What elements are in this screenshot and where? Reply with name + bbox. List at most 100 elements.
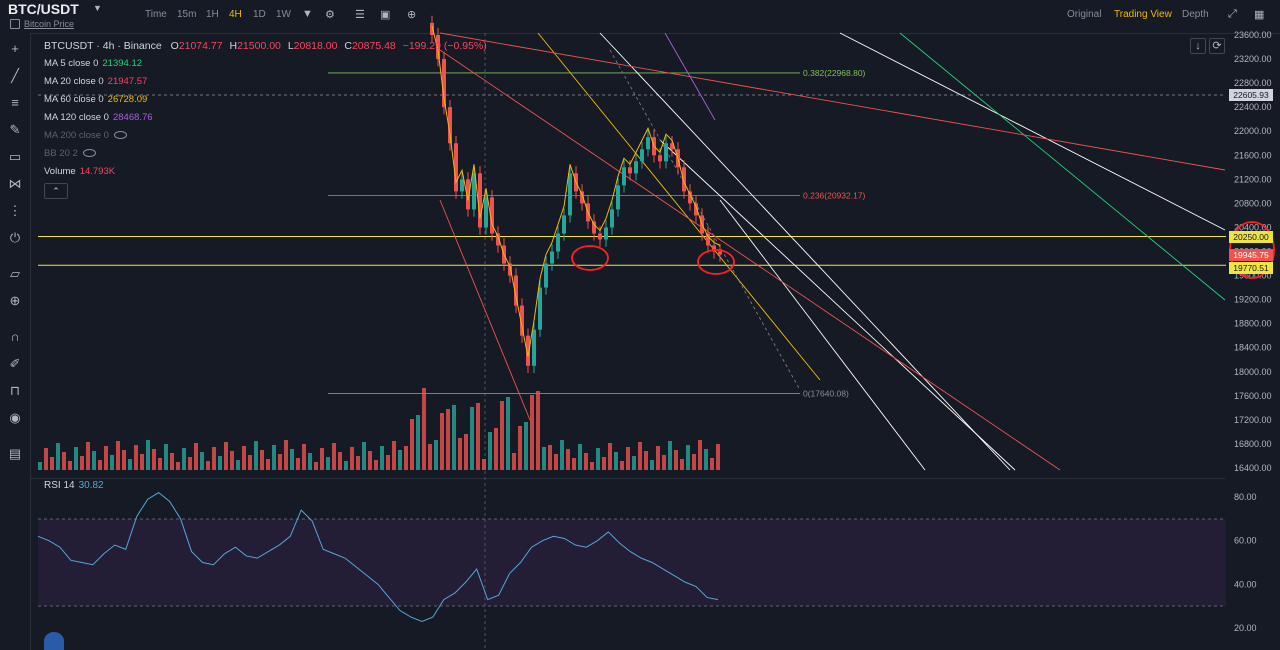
timeframe-1h[interactable]: 1H [206,9,219,20]
grid-icon[interactable]: ▦ [1254,9,1265,21]
view-depth[interactable]: Depth [1182,9,1209,20]
candle-body [526,335,530,366]
volume-bar [152,449,156,470]
volume-bar [692,454,696,470]
refresh-icon[interactable]: ⟳ [1209,38,1225,54]
candle-body [520,305,524,336]
timeframe-time[interactable]: Time [145,9,167,20]
fib-icon[interactable]: ⋮ [8,203,22,218]
pair-dropdown-icon[interactable]: ▼ [93,3,102,13]
bb-legend[interactable]: BB 20 2 [44,148,96,159]
timeframe-1w[interactable]: 1W [276,9,291,20]
hidden-eye-icon[interactable] [113,131,127,140]
volume-bar [350,447,354,470]
candle-body [496,233,500,246]
crosshair-icon[interactable]: + [11,41,19,56]
ma200-legend[interactable]: MA 200 close 0 [44,130,127,141]
candle-body [634,161,638,174]
view-trading-view[interactable]: Trading View [1114,9,1172,20]
volume-bar [362,442,366,470]
power-icon[interactable]: ⏻ [9,230,21,245]
candle-body [598,233,602,240]
volume-bar [416,415,420,470]
ma60-legend[interactable]: MA 60 close 0 26728.09 [44,94,148,105]
open-value: 21074.77 [178,40,223,52]
y-tick-label: 21600.00 [1234,150,1272,160]
volume-bar [542,447,546,470]
candle-body [484,197,488,228]
candle-body [436,35,440,60]
volume-bar [536,391,540,470]
collapse-legend-button[interactable]: ⌃ [44,183,68,199]
candle-body [688,191,692,204]
camera-icon[interactable]: ▣ [380,9,391,21]
timeframe-1d[interactable]: 1D [253,9,266,20]
candle-body [448,107,452,144]
y-tick-label: 16400.00 [1234,463,1272,473]
candle-body [640,149,644,162]
volume-bar [200,452,204,470]
volume-bar [272,445,276,470]
ma20-legend[interactable]: MA 20 close 0 21947.57 [44,76,148,87]
more-timeframes-icon[interactable]: ▼ [302,8,313,20]
volume-bar [716,444,720,470]
text-icon[interactable]: ▭ [8,149,22,164]
y-tick-label: 23200.00 [1234,54,1272,64]
trendline-icon[interactable]: ╱ [11,68,19,83]
volume-bar [50,457,54,470]
volume-bar [704,449,708,470]
volume-bar [560,440,564,470]
chart-settings-icon[interactable]: ☰ [355,9,365,21]
volume-bar [386,455,390,470]
volume-bar [458,438,462,470]
volume-bar [308,453,312,470]
brush-icon[interactable]: ✎ [9,122,21,137]
volume-bar [278,454,282,470]
volume-bar [554,454,558,470]
hidden-eye-icon[interactable] [82,149,96,158]
candle-body [682,167,686,192]
candle-body [454,143,458,192]
y-tick-label: 20400.00 [1234,222,1272,232]
draw-lock-icon[interactable]: ✐ [9,356,21,371]
timeframe-15m[interactable]: 15m [177,9,197,20]
high-label: H [229,40,238,52]
volume-legend[interactable]: Volume 14.793K [44,166,116,177]
ma5-legend[interactable]: MA 5 close 0 21394.12 [44,58,143,69]
volume-bar [602,457,606,470]
candle-body [478,173,482,228]
fullscreen-icon[interactable]: ⤢ [1228,8,1237,20]
zoom-in-icon[interactable]: ⊕ [9,293,21,308]
timeframe-4h[interactable]: 4H [229,9,242,20]
price-label-19770: 19770.51 [1229,262,1273,274]
ma120-legend[interactable]: MA 120 close 0 28468.76 [44,112,153,123]
open-label: O [170,40,179,52]
rsi-tick-label: 40.00 [1234,579,1257,589]
price-label-20250: 20250.00 [1229,231,1273,243]
scroll-down-icon[interactable]: ↓ [1190,38,1206,54]
trash-icon[interactable]: ▤ [8,446,22,461]
magnet-icon[interactable]: ∩ [10,329,20,344]
candle-body [604,227,608,240]
volume-bar [482,459,486,470]
bitcoin-price-link[interactable]: Bitcoin Price [10,19,74,29]
volume-bar [248,455,252,470]
lock-icon[interactable]: ⊓ [9,383,21,398]
price-label-19945: 19945.75 [1229,249,1273,261]
rsi-tick-label: 60.00 [1234,536,1257,546]
indicators-icon[interactable]: ⚙ [325,9,335,21]
volume-bar [62,452,66,470]
add-icon[interactable]: ⊕ [407,9,417,21]
horizontal-lines-icon[interactable]: ≡ [11,95,19,110]
volume-bar [98,460,102,470]
volume-bar [176,462,180,470]
candle-body [610,209,614,228]
pattern-icon[interactable]: ⋈ [8,176,22,191]
trend-line [439,199,531,421]
eye-icon[interactable]: ◉ [9,410,21,425]
pair-title[interactable]: BTC/USDT [8,1,79,17]
volume-bar [260,450,264,470]
view-original[interactable]: Original [1067,9,1102,20]
ruler-icon[interactable]: ▱ [10,266,20,281]
